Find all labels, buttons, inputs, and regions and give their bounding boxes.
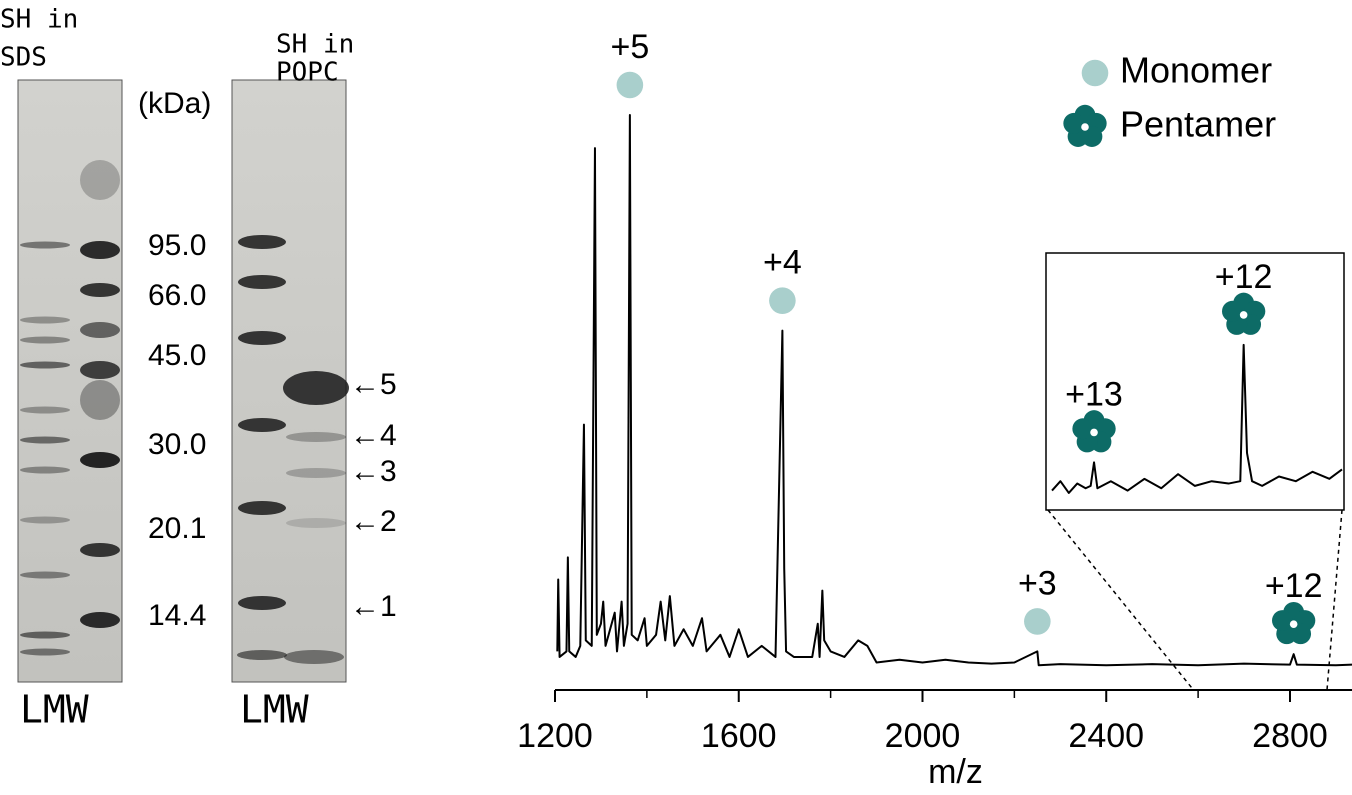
gel-band [20, 631, 70, 639]
inset-frame [1045, 252, 1345, 511]
gel-band [286, 432, 346, 442]
peak-label: +3 [1018, 564, 1057, 602]
pentamer-icon [1272, 601, 1316, 645]
x-tick-label: 1200 [517, 717, 593, 755]
gel-band [286, 468, 346, 478]
gel-band [20, 648, 70, 656]
gel-band [80, 452, 120, 468]
gel-band [238, 275, 286, 289]
pentamer-center [1289, 620, 1298, 628]
pentamer-subunit [1272, 610, 1293, 631]
gel-title: POPC [276, 58, 339, 88]
gel-band [20, 336, 70, 344]
gel-title: SH in [276, 30, 354, 60]
gel-band [238, 418, 286, 432]
monomer-icon [1081, 59, 1109, 87]
gel-band [80, 380, 120, 420]
monomer-icon [616, 71, 644, 99]
gel-band [80, 241, 120, 259]
gel-band [238, 331, 286, 345]
mw-marker-label: 30.0 [148, 428, 206, 461]
pentamer-subunit [1221, 300, 1243, 322]
mw-unit: (kDa) [138, 87, 211, 120]
x-axis-label: m/z [928, 753, 983, 791]
lane-label: LMW [240, 688, 309, 732]
gel-band [286, 518, 346, 528]
gel-title: SH in [0, 5, 78, 35]
gel-band [80, 322, 120, 338]
pentamer-icon [1063, 104, 1107, 147]
spectrum-line [1051, 343, 1343, 494]
zoom-guide [1047, 509, 1195, 691]
pentamer-subunit [1063, 112, 1085, 134]
x-tick-label: 1600 [701, 717, 777, 755]
pentamer-icon [1072, 410, 1116, 453]
gel-band [238, 596, 286, 610]
pentamer-subunit [1072, 418, 1094, 440]
band-label: ←5 [350, 368, 397, 401]
mw-marker-label: 20.1 [148, 512, 206, 545]
legend-label: Monomer [1120, 50, 1272, 91]
band-label: ←3 [350, 455, 397, 488]
lane-label: LMW [20, 688, 89, 732]
gel-band [20, 406, 70, 414]
mw-marker-label: 66.0 [148, 279, 206, 312]
spectrum-line [556, 114, 1352, 667]
x-tick-label: 2800 [1252, 717, 1328, 755]
pentamer-center [1081, 123, 1089, 131]
band-label: ←2 [350, 505, 397, 538]
pentamer-icon [1221, 292, 1266, 335]
gel-band [283, 371, 349, 405]
gel-title: SDS [0, 43, 47, 73]
x-tick-label: 2000 [885, 717, 961, 755]
pentamer-center [1090, 428, 1098, 437]
gel-band [20, 361, 70, 369]
peak-label: +12 [1215, 258, 1273, 296]
peak-label: +12 [1265, 567, 1323, 605]
gel-band [20, 241, 70, 249]
monomer-icon [1024, 608, 1051, 635]
monomer-icon [769, 287, 796, 314]
band-label: ←1 [350, 590, 397, 623]
gel-band [20, 316, 70, 324]
zoom-guide [1326, 509, 1343, 691]
gel-image [17, 79, 123, 683]
x-tick-label: 2400 [1068, 717, 1144, 755]
gel-band [80, 283, 120, 297]
pentamer-center [1239, 311, 1248, 319]
gel-band [237, 650, 287, 660]
mw-marker-label: 45.0 [148, 339, 206, 372]
gel-band [20, 466, 70, 474]
mw-marker-label: 95.0 [148, 229, 206, 262]
gel-band [20, 516, 70, 524]
peak-label: +13 [1065, 375, 1123, 413]
gel-band [238, 235, 286, 249]
band-label: ←4 [350, 419, 397, 452]
gel-band [80, 160, 120, 200]
gel-band [284, 650, 344, 664]
peak-label: +4 [763, 244, 802, 282]
gel-band [20, 436, 70, 444]
gel-band [80, 612, 120, 628]
gel-band [20, 571, 70, 579]
mw-marker-label: 14.4 [148, 599, 206, 632]
gel-band [238, 501, 286, 515]
gel-band [80, 543, 120, 557]
legend-label: Pentamer [1120, 104, 1276, 145]
gel-band [80, 361, 120, 379]
peak-label: +5 [610, 28, 649, 66]
